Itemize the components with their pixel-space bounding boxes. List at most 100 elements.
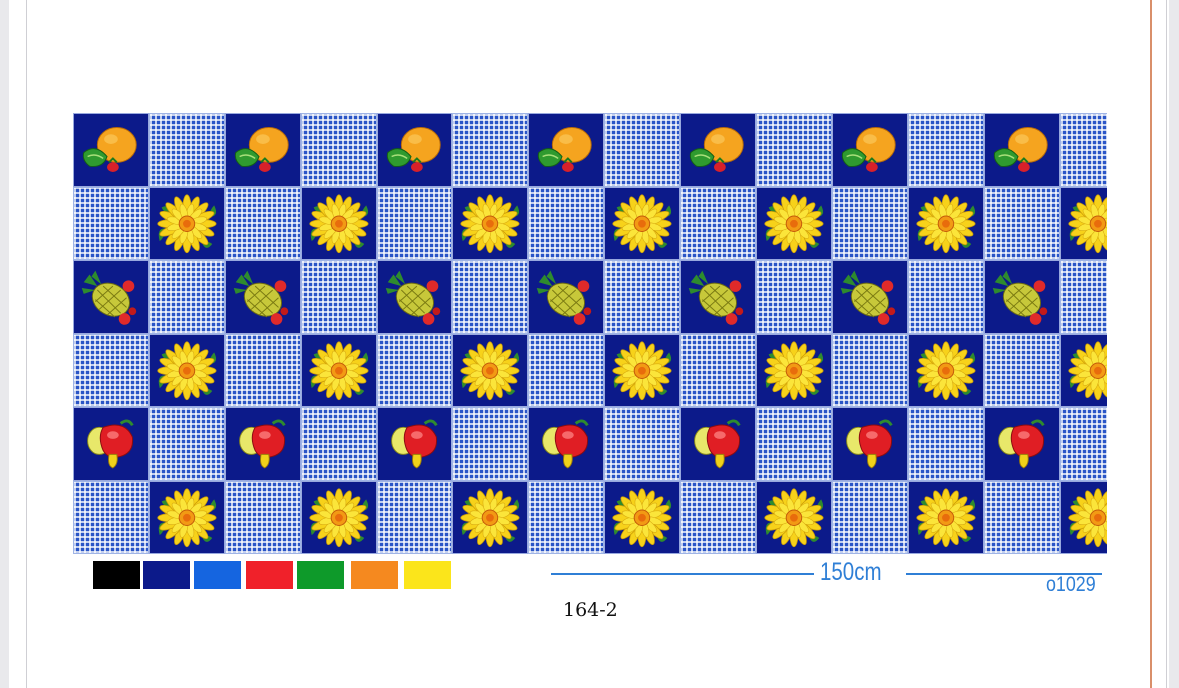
- gingham-tile: [831, 186, 908, 260]
- color-swatch: [194, 561, 241, 589]
- color-swatch: [93, 561, 140, 589]
- gingham-tile: [528, 333, 605, 407]
- gingham-tile: [756, 113, 832, 187]
- sunflower-motif-tile: [148, 480, 225, 554]
- color-swatch: [143, 561, 190, 589]
- width-ruler-line-right: [906, 573, 1102, 575]
- sunflower-motif-tile: [1059, 186, 1107, 260]
- gingham-tile: [983, 186, 1060, 260]
- color-swatch: [297, 561, 344, 589]
- orange-motif-tile: [680, 113, 757, 187]
- gingham-tile: [831, 333, 908, 407]
- sunflower-motif-tile: [148, 186, 225, 260]
- gingham-tile: [680, 186, 757, 260]
- orange-motif-tile: [73, 113, 149, 187]
- gingham-tile: [1059, 407, 1107, 481]
- gingham-tile: [528, 480, 605, 554]
- gingham-tile: [1059, 260, 1107, 334]
- pineapple-motif-tile: [983, 260, 1060, 334]
- gingham-tile: [224, 480, 301, 554]
- gingham-tile: [604, 260, 681, 334]
- gingham-tile: [73, 480, 149, 554]
- sunflower-motif-tile: [300, 480, 377, 554]
- orange-motif-tile: [376, 113, 453, 187]
- apple-motif-tile: [680, 407, 757, 481]
- sunflower-motif-tile: [907, 333, 984, 407]
- pineapple-motif-tile: [224, 260, 301, 334]
- gingham-tile: [528, 186, 605, 260]
- pineapple-motif-tile: [680, 260, 757, 334]
- gingham-tile: [983, 333, 1060, 407]
- gingham-tile: [148, 113, 225, 187]
- sunflower-motif-tile: [604, 480, 681, 554]
- apple-motif-tile: [224, 407, 301, 481]
- sunflower-motif-tile: [148, 333, 225, 407]
- gingham-tile: [300, 260, 377, 334]
- gingham-tile: [73, 333, 149, 407]
- gingham-tile: [376, 186, 453, 260]
- gingham-tile: [224, 186, 301, 260]
- pineapple-motif-tile: [528, 260, 605, 334]
- sunflower-motif-tile: [604, 186, 681, 260]
- design-number: 164-2: [563, 599, 618, 621]
- gingham-tile: [376, 333, 453, 407]
- gingham-tile: [756, 407, 832, 481]
- gingham-tile: [907, 260, 984, 334]
- gingham-tile: [452, 113, 529, 187]
- orange-motif-tile: [528, 113, 605, 187]
- sunflower-motif-tile: [300, 333, 377, 407]
- apple-motif-tile: [831, 407, 908, 481]
- width-ruler-line-left: [551, 573, 814, 575]
- sunflower-motif-tile: [300, 186, 377, 260]
- orange-motif-tile: [224, 113, 301, 187]
- sunflower-motif-tile: [907, 480, 984, 554]
- sunflower-motif-tile: [1059, 333, 1107, 407]
- gingham-tile: [148, 407, 225, 481]
- gingham-tile: [452, 407, 529, 481]
- color-swatch: [404, 561, 451, 589]
- pineapple-motif-tile: [831, 260, 908, 334]
- gingham-tile: [831, 480, 908, 554]
- apple-motif-tile: [528, 407, 605, 481]
- sunflower-motif-tile: [452, 333, 529, 407]
- color-swatch: [351, 561, 398, 589]
- apple-motif-tile: [376, 407, 453, 481]
- gingham-tile: [376, 480, 453, 554]
- gingham-tile: [680, 333, 757, 407]
- pattern-code: o1029: [1046, 573, 1096, 596]
- pineapple-motif-tile: [376, 260, 453, 334]
- gingham-tile: [1059, 113, 1107, 187]
- color-swatch: [246, 561, 293, 589]
- gingham-tile: [907, 407, 984, 481]
- sunflower-motif-tile: [1059, 480, 1107, 554]
- sunflower-motif-tile: [756, 480, 832, 554]
- sunflower-motif-tile: [756, 186, 832, 260]
- gingham-tile: [604, 113, 681, 187]
- sunflower-motif-tile: [907, 186, 984, 260]
- gingham-tile: [983, 480, 1060, 554]
- apple-motif-tile: [983, 407, 1060, 481]
- sunflower-motif-tile: [604, 333, 681, 407]
- apple-motif-tile: [73, 407, 149, 481]
- gingham-tile: [452, 260, 529, 334]
- page-edge-right-outer: [1166, 0, 1167, 688]
- gingham-tile: [756, 260, 832, 334]
- gingham-tile: [680, 480, 757, 554]
- gingham-tile: [224, 333, 301, 407]
- gingham-tile: [73, 186, 149, 260]
- fabric-pattern-print: [73, 113, 1107, 554]
- gingham-tile: [907, 113, 984, 187]
- page-edge-right: [1150, 0, 1152, 688]
- gingham-tile: [604, 407, 681, 481]
- gingham-tile: [300, 113, 377, 187]
- gingham-tile: [300, 407, 377, 481]
- width-label: 150cm: [820, 558, 882, 586]
- gingham-tile: [148, 260, 225, 334]
- sunflower-motif-tile: [452, 480, 529, 554]
- pineapple-motif-tile: [73, 260, 149, 334]
- orange-motif-tile: [831, 113, 908, 187]
- sunflower-motif-tile: [452, 186, 529, 260]
- orange-motif-tile: [983, 113, 1060, 187]
- sunflower-motif-tile: [756, 333, 832, 407]
- page-edge-left: [26, 0, 27, 688]
